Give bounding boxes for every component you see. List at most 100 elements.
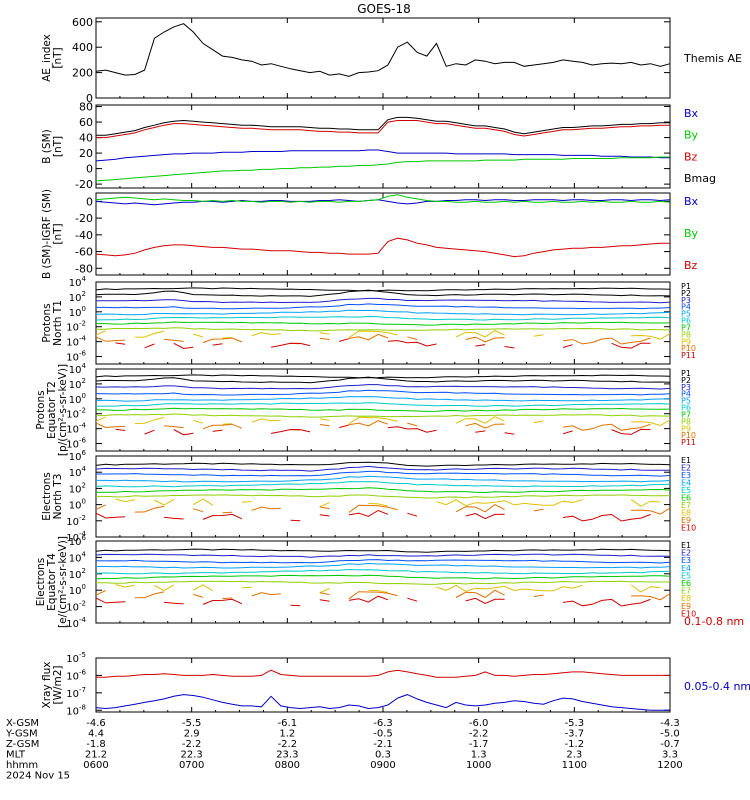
channel-line [115,342,126,345]
panel-e2: 106 104 102 100 10-2 10-4 Electrons Equator T4[… [35,534,696,630]
channel-line [222,511,233,514]
channel-line [465,597,505,605]
channel-line [436,499,583,507]
x-row-value: 23.3 [276,750,298,761]
legend-entry: Bz [684,259,698,272]
channel-line [96,407,671,412]
legend-entry: P4 [681,390,691,399]
channel-line [368,503,389,507]
channel-line [455,504,505,513]
y-axis-label: AE_index [41,34,53,82]
y-tick-exponent: -2 [79,514,86,522]
y-tick-label: 10-2 [66,320,86,334]
channel-line [319,337,330,340]
date-label: 2024 Nov 15 [6,771,70,782]
y-axis-label: Electrons [35,558,47,607]
series-line [95,156,670,182]
channel-line [562,598,651,607]
channel-line [144,343,155,349]
y-axis-label: [W/m2] [52,665,64,704]
channel-line [193,419,204,424]
channel-line [630,498,661,507]
y-tick-label: 600 [72,16,93,29]
channel-line [96,562,671,569]
channel-line [96,494,671,499]
legend-entry: P10 [681,431,696,440]
x-row-value: -0.5 [373,729,393,740]
x-row-label: Y-GSM [5,729,38,740]
y-tick-exponent: -6 [79,437,87,445]
channel-line [562,344,573,348]
y-axis-label: Electrons [41,472,53,521]
channel-line [95,461,671,467]
x-row-value: 1.2 [279,729,295,740]
channel-line [173,429,194,436]
y-tick-exponent: -4 [79,422,87,430]
channel-line [95,309,671,316]
x-row-value: 1100 [562,760,587,771]
legend-entry: P4 [681,303,691,312]
channel-line [95,287,671,292]
panel-frame [95,657,671,713]
channel-line [202,423,243,430]
channel-line [212,343,223,346]
channel-line [407,597,418,602]
y-axis-label: Equator T4 [46,553,58,611]
channel-line [348,416,398,425]
channel-line [95,374,671,379]
series-line [95,194,671,203]
channel-line [290,604,301,607]
y-tick-label: 102 [69,481,86,495]
legend-entry: Bx [684,107,699,120]
y-tick-exponent: 6 [82,534,87,542]
y-tick-label: -20 [75,178,93,191]
panel-bigrf: 0 -20 -40 -60 -80 B (SM)-IGRF (SM) [nT] Bx By Bz [41,189,699,279]
legend-entry: E6 [681,579,691,588]
y-tick-label: 102 [69,567,86,581]
series-line [95,23,671,77]
channel-line [562,337,651,345]
x-row-value: -4.3 [660,718,680,729]
y-tick-exponent: -4 [79,616,87,624]
channel-line [348,330,398,339]
legend-entry: Themis AE [683,52,742,65]
channel-line [562,513,651,522]
y-tick-label: 106 [69,534,87,548]
channel-line [319,514,330,517]
channel-line [96,303,671,310]
x-row-value: 2.3 [566,750,582,761]
series-line [96,120,670,139]
legend-entry: P1 [681,282,691,291]
channel-line [271,428,311,434]
x-row-value: 1000 [466,760,491,771]
x-axis-table: X-GSM -4.6 -5.5 -6.1 -6.3 -6.0 -5.3 -4.3 Y-GSM 4.… [5,718,683,782]
y-tick-label: 10-5 [66,651,86,665]
channel-line [193,498,213,506]
y-axis-label: Protons [35,390,47,429]
legend-entry: P10 [681,344,696,353]
channel-line [631,593,671,601]
channel-line [631,333,671,340]
y-tick-label: -40 [75,229,93,242]
y-tick-exponent: 0 [82,583,86,591]
channel-line [611,428,651,435]
y-tick-label: 60 [79,116,93,129]
y-tick-exponent: -2 [79,320,86,328]
channel-line [154,498,175,506]
x-row-value: -6.3 [373,718,393,729]
x-row-value: -2.1 [373,739,393,750]
legend-entry: E5 [681,571,691,580]
channel-line [95,330,106,336]
channel-line [339,338,350,342]
y-tick-label: 0 [86,163,93,176]
x-row-value: -1.7 [469,739,489,750]
channel-line [164,338,184,342]
channel-line [95,568,671,575]
channel-line [630,584,661,593]
panel-frame [95,104,671,189]
channel-line [95,548,671,553]
legend-entry: P8 [681,330,691,339]
y-tick-label: 10-6 [66,668,86,682]
